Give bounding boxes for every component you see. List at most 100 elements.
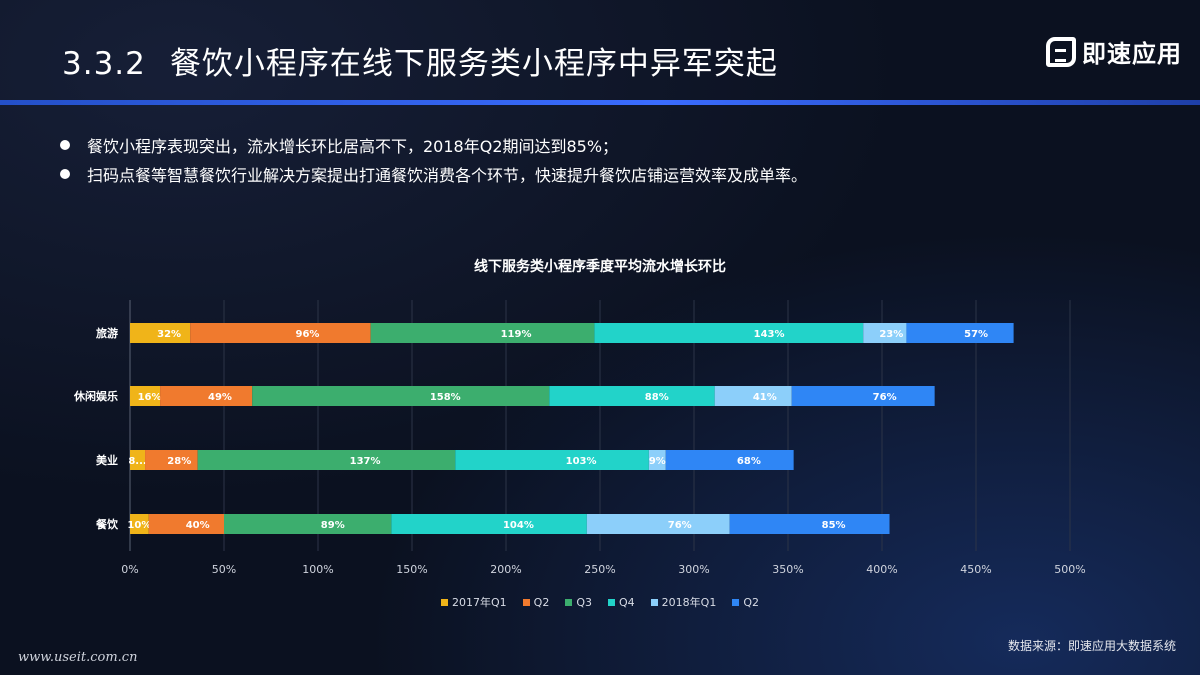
data-label: 119% (501, 329, 532, 340)
bar-segment (863, 323, 907, 343)
data-source: 数据来源：即速应用大数据系统 (1007, 639, 1176, 653)
bar-segment (145, 450, 198, 470)
bullet-dot-icon (60, 139, 70, 150)
x-tick-label: 200% (490, 563, 521, 576)
data-label: 28% (167, 456, 191, 467)
data-label: 57% (964, 329, 988, 340)
brand-logo: 即速应用 (1046, 34, 1182, 69)
bullet-text: 扫码点餐等智慧餐饮行业解决方案提出打通餐饮消费各个环节，快速提升餐饮店铺运营效率… (87, 165, 808, 185)
bar-segment (714, 386, 792, 406)
category-label: 休闲娱乐 (73, 389, 118, 403)
bar-segment (197, 450, 456, 470)
bar-segment (130, 450, 146, 470)
legend-label: Q2 (743, 595, 759, 609)
bar-segment (729, 514, 890, 534)
bar-segment (586, 514, 730, 534)
legend-item: 2018年Q1 (650, 594, 717, 610)
page-title: 3.3.2 餐饮小程序在线下服务类小程序中异军突起 (62, 38, 778, 83)
bar-segment (130, 323, 191, 343)
x-tick-label: 50% (212, 563, 236, 576)
legend-swatch (650, 598, 658, 606)
data-label: 76% (873, 392, 897, 403)
legend-label: 2017年Q1 (452, 596, 507, 609)
category-label: 美业 (96, 453, 118, 467)
data-label: 89% (321, 520, 345, 531)
bar-segment (549, 386, 715, 406)
x-tick-label: 400% (866, 563, 897, 576)
x-tick-label: 250% (584, 563, 615, 576)
bar-segment (148, 514, 224, 534)
bar-segment (190, 323, 371, 343)
bullet-item: 扫码点餐等智慧餐饮行业解决方案提出打通餐饮消费各个环节，快速提升餐饮店铺运营效率… (60, 159, 807, 188)
data-label: 8... (128, 456, 146, 467)
bar-segment (130, 514, 149, 534)
data-label: 76% (668, 520, 692, 531)
data-label: 85% (822, 520, 846, 531)
bar-segment (160, 386, 253, 406)
legend-swatch (441, 598, 448, 606)
x-tick-label: 150% (396, 563, 427, 576)
x-tick-label: 0% (121, 563, 138, 576)
data-label: 104% (503, 520, 534, 531)
bar-segment (455, 450, 649, 470)
legend-label: Q2 (533, 595, 550, 609)
data-label: 88% (645, 392, 669, 403)
data-label: 16% (138, 392, 162, 403)
bar-segment (224, 514, 392, 534)
x-tick-label: 300% (678, 563, 709, 576)
bullet-text: 餐饮小程序表现突出，流水增长环比居高不下，2018年Q2期间达到85%； (87, 136, 619, 156)
data-label: 143% (754, 329, 785, 340)
legend-swatch (608, 598, 615, 606)
watermark: www.useit.com.cn (18, 650, 138, 665)
bar-segment (791, 386, 935, 406)
chart-legend: 2017年Q1 Q2 Q3 Q4 2018年Q1 Q2 (0, 594, 1200, 610)
bar-segment (391, 514, 587, 534)
bar-segment (130, 386, 161, 406)
bullet-list: 餐饮小程序表现突出，流水增长环比居高不下，2018年Q2期间达到85%； 扫码点… (60, 130, 807, 188)
data-label: 49% (208, 392, 232, 403)
data-label: 41% (753, 392, 777, 403)
category-label: 餐饮 (95, 517, 119, 531)
data-label: 23% (879, 329, 903, 340)
data-label: 103% (566, 456, 597, 467)
data-label: 158% (430, 392, 461, 403)
logo-text: 即速应用 (1082, 40, 1182, 68)
legend-swatch (565, 598, 573, 606)
category-label: 旅游 (96, 326, 118, 340)
data-label: 68% (737, 456, 761, 467)
logo-icon (1046, 36, 1076, 67)
legend-swatch (522, 598, 530, 606)
section-number: 3.3.2 (62, 46, 146, 82)
x-tick-label: 100% (302, 563, 333, 576)
title-text: 餐饮小程序在线下服务类小程序中异军突起 (169, 46, 778, 82)
legend-item: Q2 (522, 594, 550, 610)
legend-item: 2017年Q1 (441, 594, 507, 610)
title-divider (0, 100, 1200, 105)
data-label: 96% (296, 329, 320, 340)
bar-segment (665, 450, 794, 470)
bullet-dot-icon (60, 168, 70, 179)
x-tick-label: 350% (772, 563, 803, 576)
bar-segment (906, 323, 1014, 343)
bullet-item: 餐饮小程序表现突出，流水增长环比居高不下，2018年Q2期间达到85%； (60, 130, 807, 159)
bar-segment (370, 323, 595, 343)
data-label: 137% (350, 456, 381, 467)
data-label: 32% (157, 329, 181, 340)
bar-segment (648, 450, 666, 470)
bar-segment (252, 386, 550, 406)
legend-swatch (732, 598, 740, 606)
bar-segment (594, 323, 864, 343)
legend-item: Q3 (565, 594, 592, 610)
legend-label: Q3 (576, 595, 592, 609)
chart-title: 线下服务类小程序季度平均流水增长环比 (474, 259, 726, 275)
data-label: 40% (186, 520, 210, 531)
x-tick-label: 450% (960, 563, 991, 576)
x-tick-label: 500% (1054, 563, 1085, 576)
legend-label: Q4 (619, 595, 635, 609)
legend-label: 2018年Q1 (661, 596, 717, 609)
legend-item: Q4 (608, 594, 635, 610)
data-label: 9% (649, 456, 666, 467)
data-label: 10% (127, 520, 151, 531)
legend-item: Q2 (732, 594, 759, 610)
